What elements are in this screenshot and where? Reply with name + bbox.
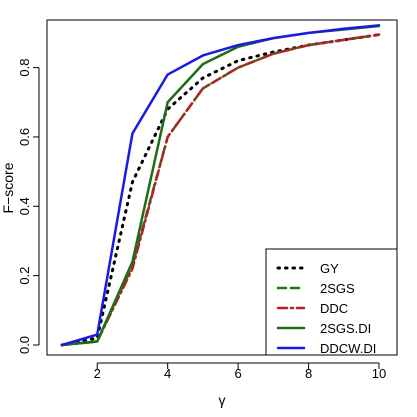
x-axis-label: γ — [219, 392, 226, 408]
series-line-ddc — [60, 33, 381, 347]
series-line-ddcw-di — [60, 24, 381, 347]
x-tick-label: 6 — [234, 366, 241, 381]
y-axis: 0.0 0.2 0.4 0.6 0.8 — [17, 59, 40, 354]
plot-frame — [46, 19, 398, 356]
legend-label: 2SGS — [320, 281, 355, 296]
legend: GY 2SGS DDC 2SGS.DI DDCW.DI — [265, 248, 398, 356]
x-tick-label: 4 — [164, 366, 171, 381]
legend-box — [265, 248, 398, 356]
y-tick-label: 0.4 — [17, 197, 32, 215]
legend-label: DDCW.DI — [320, 341, 376, 356]
y-tick-label: 0.2 — [17, 267, 32, 285]
y-tick-label: 0.8 — [17, 59, 32, 77]
series-layer — [60, 24, 381, 347]
y-tick-label: 0.0 — [17, 336, 32, 354]
x-tick-label: 2 — [94, 366, 101, 381]
legend-label: 2SGS.DI — [320, 321, 371, 336]
x-axis: 2 4 6 8 10 — [94, 362, 386, 381]
y-axis-label: F−score — [0, 162, 16, 213]
y-tick-label: 0.6 — [17, 128, 32, 146]
legend-label: GY — [320, 261, 339, 276]
x-tick-label: 10 — [372, 366, 386, 381]
x-tick-label: 8 — [305, 366, 312, 381]
legend-label: DDC — [320, 301, 348, 316]
